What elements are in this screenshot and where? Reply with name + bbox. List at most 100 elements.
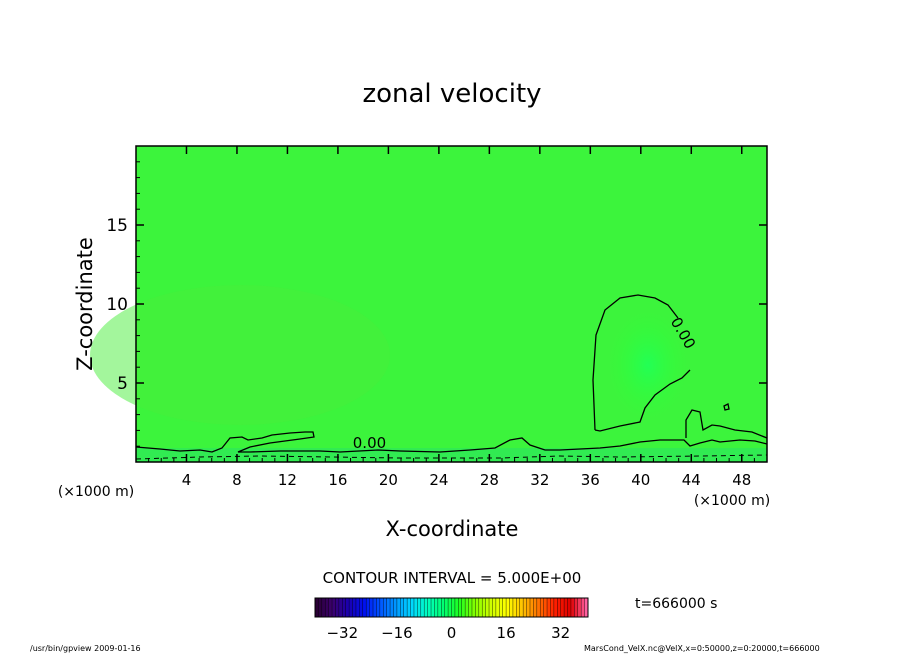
colorbar-cell — [328, 598, 333, 617]
colorbar-cell — [410, 598, 415, 617]
contour-label: 0.00 — [353, 434, 386, 452]
colorbar-tick-label: 16 — [497, 624, 516, 642]
colorbar-cell — [567, 598, 572, 617]
colorbar-cell — [325, 598, 329, 617]
x-axis: 4 8 12 16 20 24 28 32 36 40 44 48 — [148, 146, 768, 489]
colorbar-cell — [352, 598, 357, 617]
colorbar-cell — [543, 598, 548, 617]
colorbar-cell — [553, 598, 558, 617]
x-tick-label: 16 — [328, 471, 347, 489]
colorbar-cell — [465, 598, 469, 617]
colorbar-cell — [321, 598, 326, 617]
footer-right: MarsCond_VelX.nc@VelX,x=0:50000,z=0:2000… — [584, 644, 820, 653]
colorbar-frame — [314, 597, 589, 618]
colorbar-cell — [526, 598, 531, 617]
x-tick-label: 24 — [429, 471, 448, 489]
colorbar-cell — [342, 598, 347, 617]
colorbar-cell — [441, 598, 445, 617]
contour-line-negative-region-lower — [594, 369, 691, 432]
y-axis: 5 10 15 — [106, 161, 767, 447]
colorbar-cell — [482, 598, 486, 617]
colorbar-cell — [529, 598, 534, 617]
colorbar-cell — [492, 598, 497, 617]
y-tick-label: 5 — [117, 374, 128, 394]
colorbar-cell — [448, 598, 452, 617]
colorbar-cell — [424, 598, 428, 617]
colorbar-cell — [581, 598, 585, 617]
y-tick-label: 10 — [106, 295, 128, 315]
colorbar-cell — [536, 598, 541, 617]
colorbar-cell — [434, 598, 439, 617]
colorbar-cell — [376, 598, 381, 617]
x-unit-left: (×1000 m) — [58, 484, 134, 500]
colorbar-cell — [454, 598, 459, 617]
colorbar-cell — [393, 598, 398, 617]
colorbar-cell — [349, 598, 353, 617]
x-tick-label: 32 — [530, 471, 549, 489]
colorbar-cell — [475, 598, 480, 617]
colorbar-cell — [403, 598, 408, 617]
x-tick-label: 36 — [581, 471, 600, 489]
colorbar-cell — [458, 598, 463, 617]
x-tick-label: 20 — [379, 471, 398, 489]
colorbar-cell — [315, 598, 319, 617]
contour-line-negative-region — [592, 294, 679, 431]
colorbar-cell — [499, 598, 503, 617]
x-unit-right: (×1000 m) — [694, 493, 770, 509]
colorbar-cell — [359, 598, 364, 617]
contour-line-dashed — [135, 454, 768, 460]
colorbar-cell — [451, 598, 456, 617]
plot-area: 0.000.00 — [90, 145, 768, 463]
colorbar-cell — [471, 598, 476, 617]
heatmap-region-negative — [608, 310, 688, 420]
colorbar-cell — [345, 598, 350, 617]
colorbar-cell — [478, 598, 483, 617]
colorbar — [314, 597, 589, 618]
colorbar-cell — [390, 598, 394, 617]
colorbar-tick-label: −16 — [381, 624, 413, 642]
colorbar-cell — [420, 598, 425, 617]
y-axis-label: Z-coordinate — [73, 237, 97, 371]
x-tick-label: 28 — [480, 471, 499, 489]
colorbar-cell — [407, 598, 411, 617]
colorbar-cell — [355, 598, 360, 617]
x-tick-label: 48 — [732, 471, 751, 489]
colorbar-cell — [577, 598, 582, 617]
colorbar-cell — [570, 598, 575, 617]
colorbar-cell — [437, 598, 442, 617]
x-tick-label: 12 — [278, 471, 297, 489]
colorbar-cell — [495, 598, 500, 617]
colorbar-cell — [373, 598, 377, 617]
colorbar-ticks: −32 −16 0 16 32 — [326, 624, 570, 642]
y-tick-label: 15 — [106, 216, 128, 236]
colorbar-cell — [400, 598, 405, 617]
x-tick-label: 4 — [182, 471, 192, 489]
x-tick-label: 44 — [682, 471, 701, 489]
colorbar-cell — [362, 598, 367, 617]
colorbar-cell — [417, 598, 422, 617]
contour-interval-label: CONTOUR INTERVAL = 5.000E+00 — [323, 569, 582, 587]
colorbar-cell — [547, 598, 551, 617]
time-label: t=666000 s — [635, 596, 717, 612]
footer-left: /usr/bin/gpview 2009-01-16 — [30, 644, 141, 653]
colorbar-cell — [386, 598, 391, 617]
colorbar-cell — [383, 598, 387, 617]
colorbar-cell — [335, 598, 340, 617]
x-axis-label: X-coordinate — [386, 517, 519, 541]
colorbar-cell — [366, 598, 370, 617]
colorbar-cell — [533, 598, 538, 617]
colorbar-cell — [485, 598, 490, 617]
colorbar-cell — [574, 598, 579, 617]
colorbar-tick-label: 0 — [447, 624, 457, 642]
colorbar-cell — [584, 598, 589, 617]
colorbar-cell — [560, 598, 565, 617]
colorbar-cell — [519, 598, 524, 617]
colorbar-cell — [506, 598, 510, 617]
colorbar-tick-label: −32 — [326, 624, 358, 642]
contour-line-bottom — [135, 431, 768, 453]
colorbar-cell — [413, 598, 418, 617]
colorbar-cell — [564, 598, 568, 617]
colorbar-cell — [502, 598, 507, 617]
contour-line-small — [723, 403, 730, 411]
